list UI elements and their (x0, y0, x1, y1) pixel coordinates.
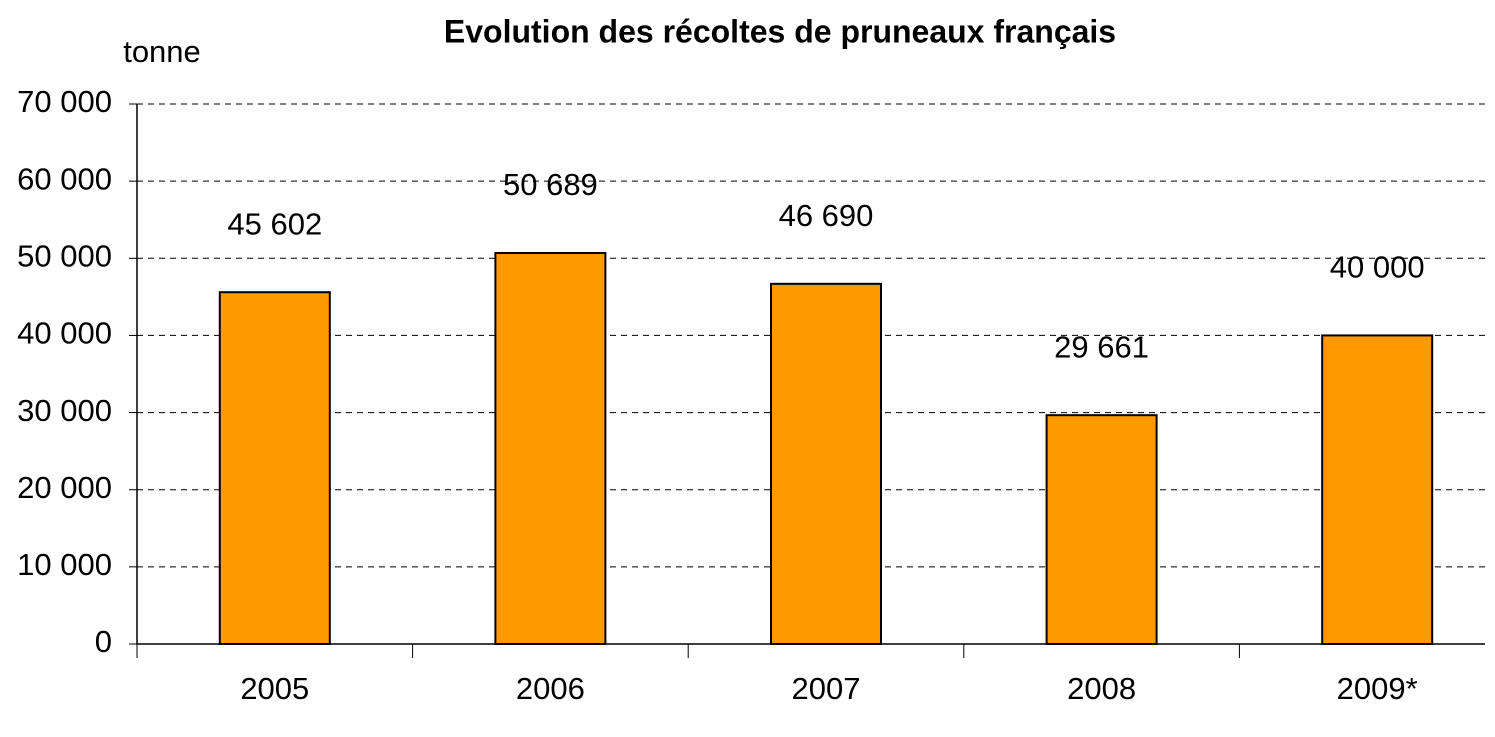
x-tick-label: 2008 (1067, 671, 1136, 706)
y-tick-label: 10 000 (17, 547, 112, 582)
data-label: 45 602 (227, 206, 322, 241)
y-tick-label: 40 000 (17, 316, 112, 351)
bar (494, 251, 607, 645)
x-tick-label: 2006 (516, 671, 585, 706)
bar (1321, 334, 1434, 645)
data-label: 50 689 (503, 167, 598, 202)
chart-title: Evolution des récoltes de pruneaux franç… (444, 13, 1116, 49)
y-tick-label: 20 000 (17, 470, 112, 505)
data-label: 29 661 (1054, 329, 1149, 364)
y-tick-label: 70 000 (17, 84, 112, 119)
bar (218, 291, 331, 645)
x-tick-label: 2005 (240, 671, 309, 706)
x-tick-label: 2009* (1337, 671, 1418, 706)
x-tick-label: 2007 (792, 671, 861, 706)
bar (770, 282, 882, 645)
data-label: 46 690 (779, 198, 874, 233)
bar (1045, 414, 1158, 646)
y-tick-label: 30 000 (17, 393, 112, 428)
data-label: 40 000 (1330, 250, 1425, 285)
y-axis-label: tonne (123, 34, 201, 69)
y-tick-label: 0 (95, 624, 112, 659)
y-tick-label: 50 000 (17, 238, 112, 273)
y-tick-label: 60 000 (17, 161, 112, 196)
